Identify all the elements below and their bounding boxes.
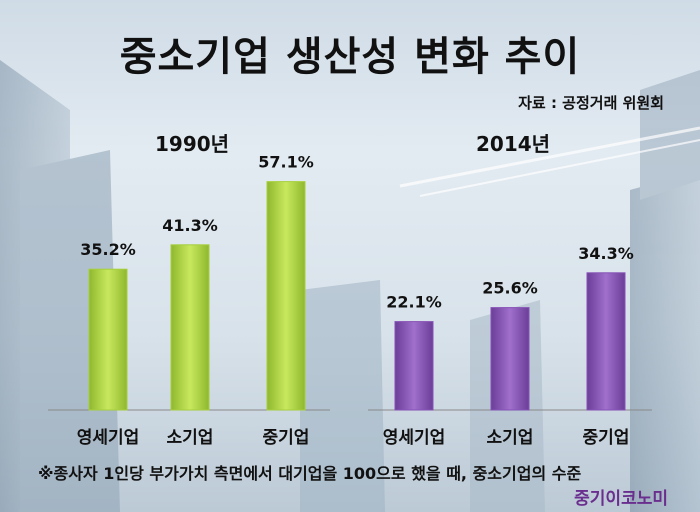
category-label: 영세기업 [77,428,140,448]
category-label: 중기업 [583,428,630,448]
bars-layer [88,181,626,411]
contrail [399,126,700,197]
category-labels-layer: 영세기업 소기업 중기업 영세기업 소기업 중기업 [77,428,630,448]
bar-2014년-영세기업 [394,321,434,411]
value-label: 34.3% [578,244,634,263]
value-label: 25.6% [482,279,538,298]
bar-1990년-영세기업 [88,268,128,411]
bar-2014년-중기업 [586,272,626,411]
source-note: 자료 : 공정거래 위원회 [518,94,664,112]
value-labels-layer: 35.2% 41.3% 57.1% 22.1% 25.6% 34.3% [80,153,634,312]
category-label: 소기업 [487,428,534,448]
category-label: 영세기업 [383,428,446,448]
bar-2014년-소기업 [490,307,530,411]
category-label: 중기업 [263,428,310,448]
group-label-2014: 2014년 [476,132,551,156]
bar-1990년-중기업 [266,181,306,411]
chart-title: 중소기업 생산성 변화 추이 [119,34,581,80]
bar-1990년-소기업 [170,244,210,411]
value-label: 35.2% [80,240,136,259]
category-label: 소기업 [167,428,214,448]
value-label: 22.1% [386,293,442,312]
value-label: 41.3% [162,216,218,235]
footnote: ※종사자 1인당 부가가치 측면에서 대기업을 100으로 했을 때, 중소기업… [38,464,582,483]
group-label-1990: 1990년 [155,132,230,156]
brand-watermark: 중기이코노미 [574,489,668,509]
value-label: 57.1% [258,153,314,172]
